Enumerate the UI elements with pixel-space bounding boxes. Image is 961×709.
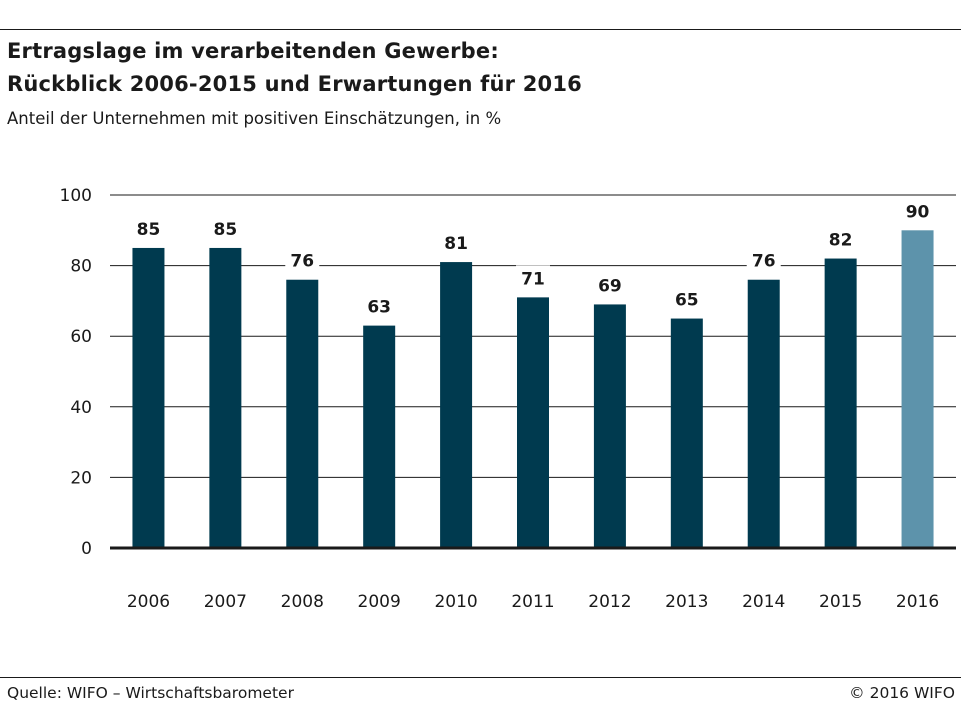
data-label: 69 [598,276,622,296]
y-tick-label: 0 [81,539,92,559]
data-label-background [131,215,166,240]
x-tick-label: 2015 [819,592,862,612]
bar [132,247,165,548]
x-tick-label: 2016 [896,592,939,612]
x-tick-label: 2011 [511,592,554,612]
data-label-background [746,247,781,272]
data-label-background [285,247,320,272]
bar [747,279,780,548]
bar [593,304,626,548]
x-tick-label: 2013 [665,592,708,612]
bar [440,262,473,548]
data-label: 76 [752,252,776,272]
bar [363,325,396,548]
bottom-rule [0,677,961,678]
y-tick-label: 60 [70,327,92,347]
x-tick-label: 2008 [281,592,324,612]
x-tick-label: 2012 [588,592,631,612]
data-label-background [208,215,243,240]
top-rule [0,29,961,30]
x-tick-label: 2009 [358,592,401,612]
data-label-background [516,265,550,290]
y-tick-label: 100 [60,186,92,206]
data-label-background [669,286,704,311]
chart-title-line-2: Rückblick 2006-2015 und Erwartungen für … [7,72,582,96]
data-label: 71 [521,269,545,289]
bar-chart: 0 20 40 60 80 100 85 2006 85 2007 76 2008 63 2009 81 20… [60,186,956,612]
data-label: 85 [214,220,238,240]
data-label-background [362,293,397,318]
source-note: Quelle: WIFO – Wirtschaftsbarometer [7,684,294,702]
data-label: 82 [829,231,853,251]
data-label: 63 [367,298,391,318]
bar [901,230,934,549]
bar [286,279,319,548]
x-tick-label: 2010 [434,592,477,612]
data-label-background [439,230,474,255]
x-tick-label: 2014 [742,592,785,612]
chart-title-line-1: Ertragslage im verarbeitenden Gewerbe: [7,39,499,63]
data-label-background [592,272,627,297]
y-tick-label: 20 [70,468,92,488]
x-tick-label: 2007 [204,592,247,612]
bar [824,258,857,548]
data-label-background [823,226,858,251]
data-label: 90 [906,202,930,222]
bar [517,297,549,548]
copyright-note: © 2016 WIFO [849,684,955,702]
chart-subtitle: Anteil der Unternehmen mit positiven Ein… [7,109,502,128]
data-label: 65 [675,291,699,311]
data-label: 85 [137,220,161,240]
data-label: 76 [290,252,314,272]
bar [209,247,242,548]
data-label-background [900,198,935,223]
x-tick-label: 2006 [127,592,170,612]
bar [670,318,703,548]
y-tick-label: 80 [70,257,92,277]
y-tick-label: 40 [70,398,92,418]
data-label: 81 [444,234,468,254]
